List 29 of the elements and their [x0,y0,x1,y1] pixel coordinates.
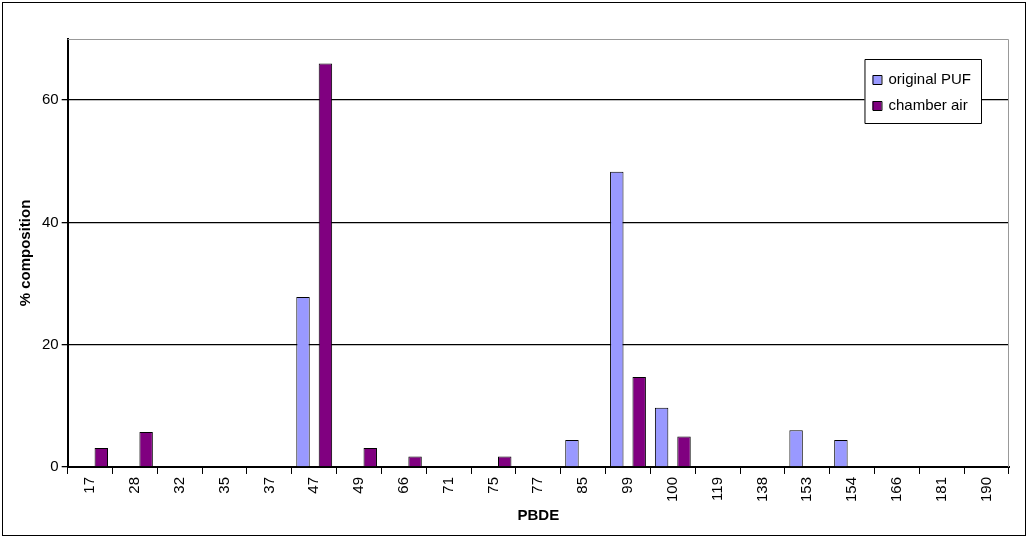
y-tick-label: 60 [42,90,59,108]
x-tick-label: 28 [125,476,143,494]
x-tick-label: 138 [752,476,770,502]
x-axis-title: PBDE [517,506,560,524]
y-tick-label: 40 [42,212,59,230]
y-tick-label: 20 [42,334,59,352]
x-tick-label: 49 [349,476,367,494]
x-tick-label: 75 [483,476,501,494]
x-tick-label: 71 [438,476,456,494]
x-tick-label: 66 [394,476,412,494]
y-axis-title: % composition [16,199,34,307]
x-tick-label: 85 [573,476,591,494]
x-tick-label: 37 [259,476,277,494]
x-tick-label: 32 [169,476,187,494]
x-tick-label: 181 [931,476,949,502]
y-tick-label: 0 [50,457,59,475]
x-tick-label: 119 [707,476,725,501]
x-tick-label: 77 [528,476,546,494]
x-tick-label: 190 [976,476,994,502]
x-tick-label: 153 [797,476,815,502]
x-tick-label: 47 [304,476,322,494]
x-tick-label: 35 [214,476,232,494]
x-tick-label: 17 [80,476,98,494]
x-tick-label: 154 [842,476,860,502]
x-tick-label: 166 [887,476,905,502]
x-tick-label: 99 [618,476,636,494]
legend-label: chamber air [888,96,968,114]
x-tick-label: 100 [662,476,680,502]
legend-label: original PUF [888,70,971,88]
